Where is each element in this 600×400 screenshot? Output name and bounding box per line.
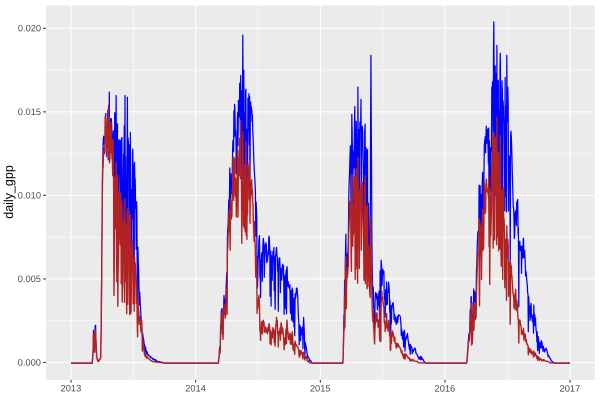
svg-text:0.000: 0.000	[18, 358, 41, 368]
svg-text:0.015: 0.015	[18, 107, 41, 117]
svg-text:0.010: 0.010	[18, 191, 41, 201]
svg-text:2013: 2013	[61, 383, 82, 393]
svg-text:0.020: 0.020	[18, 23, 41, 33]
svg-text:2017: 2017	[560, 384, 581, 394]
svg-text:2015: 2015	[310, 384, 331, 394]
svg-text:2016: 2016	[435, 384, 456, 394]
svg-text:daily_gpp: daily_gpp	[2, 165, 16, 219]
svg-text:2014: 2014	[185, 383, 206, 393]
svg-text:0.005: 0.005	[18, 274, 41, 284]
